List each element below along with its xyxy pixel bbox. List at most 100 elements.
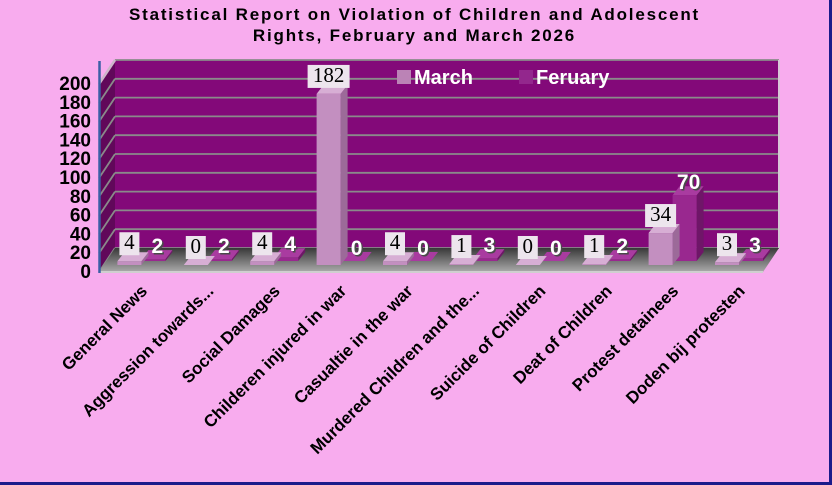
bar-feruary-7 xyxy=(606,250,638,261)
bar-feruary-6-top xyxy=(539,252,571,261)
bar-feruary-2-side xyxy=(298,248,306,261)
value-label-feruary-1: 2 xyxy=(218,235,230,258)
bar-feruary-4-top xyxy=(407,252,438,261)
bar-march-2-side xyxy=(274,252,282,265)
value-label-feruary-shadow-8: 70 xyxy=(678,173,701,196)
bar-feruary-7-front xyxy=(606,259,631,261)
bar-march-2-front xyxy=(250,261,275,265)
bar-feruary-8-side xyxy=(696,186,704,261)
value-label-march-8: 34 xyxy=(650,202,672,226)
y-tick-label-80: 80 xyxy=(70,187,91,208)
value-label-march-9: 3 xyxy=(722,231,733,255)
value-label-feruary-shadow-0: 2 xyxy=(153,237,165,260)
bar-feruary-0-top xyxy=(141,250,173,260)
value-label-feruary-shadow-1: 2 xyxy=(219,237,231,260)
y-tick-label-40: 40 xyxy=(70,224,91,245)
bar-feruary-9-side xyxy=(763,249,770,261)
bar-feruary-0 xyxy=(141,250,173,261)
bar-feruary-5 xyxy=(473,249,505,261)
bar-feruary-5-top xyxy=(473,249,505,259)
legend-feruary-swatch xyxy=(519,70,533,84)
bar-feruary-0-side xyxy=(165,250,173,261)
value-label-box-march-5 xyxy=(451,235,472,259)
value-label-box-march-8 xyxy=(645,204,677,228)
bar-march-7-front xyxy=(582,264,607,265)
value-label-march-6: 0 xyxy=(523,234,534,258)
bar-march-7-side xyxy=(606,255,614,265)
value-label-feruary-9: 3 xyxy=(749,234,761,257)
value-label-box-march-3 xyxy=(307,64,350,88)
value-label-feruary-shadow-3: 0 xyxy=(352,239,364,262)
value-label-feruary-shadow-2: 4 xyxy=(286,235,298,258)
value-label-box-march-2 xyxy=(252,232,273,256)
bar-feruary-3 xyxy=(340,252,372,261)
value-label-march-7: 1 xyxy=(589,233,600,257)
value-label-feruary-shadow-5: 3 xyxy=(485,236,497,259)
y-tick-label-180: 180 xyxy=(59,93,91,114)
legend-feruary-label: Feruary xyxy=(536,67,610,89)
gridline-side-120 xyxy=(98,134,116,160)
bar-march-3-side xyxy=(340,84,348,265)
value-label-feruary-shadow-6: 0 xyxy=(551,239,563,262)
y-tick-label-20: 20 xyxy=(70,243,91,264)
y-tick-label-120: 120 xyxy=(59,149,91,170)
value-label-feruary-4: 0 xyxy=(417,237,429,260)
bar-feruary-2-top xyxy=(274,248,306,258)
value-label-feruary-8: 70 xyxy=(677,171,700,194)
bar-march-4-front xyxy=(383,261,407,265)
gridline-side-80 xyxy=(98,172,116,198)
value-label-march-1: 0 xyxy=(191,234,202,258)
bar-march-3 xyxy=(316,84,348,265)
bar-march-5-side xyxy=(473,255,481,265)
bar-feruary-1-side xyxy=(231,250,239,261)
x-category-label-6: Suicide of Children xyxy=(426,281,549,404)
y-tick-label-100: 100 xyxy=(59,168,91,189)
gridline-side-20 xyxy=(98,228,116,254)
bar-feruary-2-front xyxy=(274,257,299,261)
value-label-box-march-7 xyxy=(584,235,605,259)
x-category-label-1: Aggression towards... xyxy=(78,281,217,420)
legend-march-label: March xyxy=(414,67,473,89)
y-tick-label-140: 140 xyxy=(59,130,91,151)
y-tick-label-0: 0 xyxy=(80,262,91,283)
bar-march-8 xyxy=(648,224,680,265)
bar-march-8-front xyxy=(648,233,673,265)
bar-march-5-front xyxy=(449,264,474,265)
x-category-label-9: Doden bij protesten xyxy=(622,281,748,407)
value-label-feruary-6: 0 xyxy=(550,237,562,260)
value-label-feruary-shadow-4: 0 xyxy=(419,239,431,262)
bar-feruary-3-top xyxy=(340,252,372,261)
bar-feruary-9-front xyxy=(739,258,763,261)
bar-feruary-1-top xyxy=(207,250,239,260)
bar-march-9-side xyxy=(739,253,746,265)
value-label-feruary-0: 2 xyxy=(152,235,164,258)
bar-feruary-5-front xyxy=(473,258,498,261)
bar-march-9-front xyxy=(715,262,739,265)
gridline-side-160 xyxy=(98,97,116,123)
chart-title: Statistical Report on Violation of Child… xyxy=(0,4,829,46)
gridline-side-40 xyxy=(98,209,116,235)
value-label-box-march-4 xyxy=(385,232,405,256)
legend-march-swatch xyxy=(397,70,411,84)
y-tick-label-200: 200 xyxy=(59,74,91,95)
bar-march-4-side xyxy=(407,252,414,265)
bar-feruary-9-top xyxy=(739,249,770,259)
bar-feruary-8-top xyxy=(672,186,704,196)
value-label-feruary-shadow-9: 3 xyxy=(751,236,763,259)
bar-feruary-7-side xyxy=(630,250,638,261)
bar-feruary-5-side xyxy=(497,249,505,261)
value-label-march-4: 4 xyxy=(390,230,401,254)
bar-feruary-4 xyxy=(407,252,438,261)
value-label-box-march-0 xyxy=(119,232,140,256)
x-category-label-4: Casualtie in the war xyxy=(290,281,417,408)
bar-feruary-8 xyxy=(672,186,704,261)
bar-feruary-1 xyxy=(207,250,239,261)
wall-top-bevel xyxy=(97,59,117,85)
chart-title-line2: Rights, February and March 2026 xyxy=(252,26,577,45)
value-label-feruary-2: 4 xyxy=(284,233,296,256)
bar-feruary-7-top xyxy=(606,250,638,260)
value-label-march-5: 1 xyxy=(456,233,467,257)
bar-march-3-front xyxy=(316,93,341,265)
